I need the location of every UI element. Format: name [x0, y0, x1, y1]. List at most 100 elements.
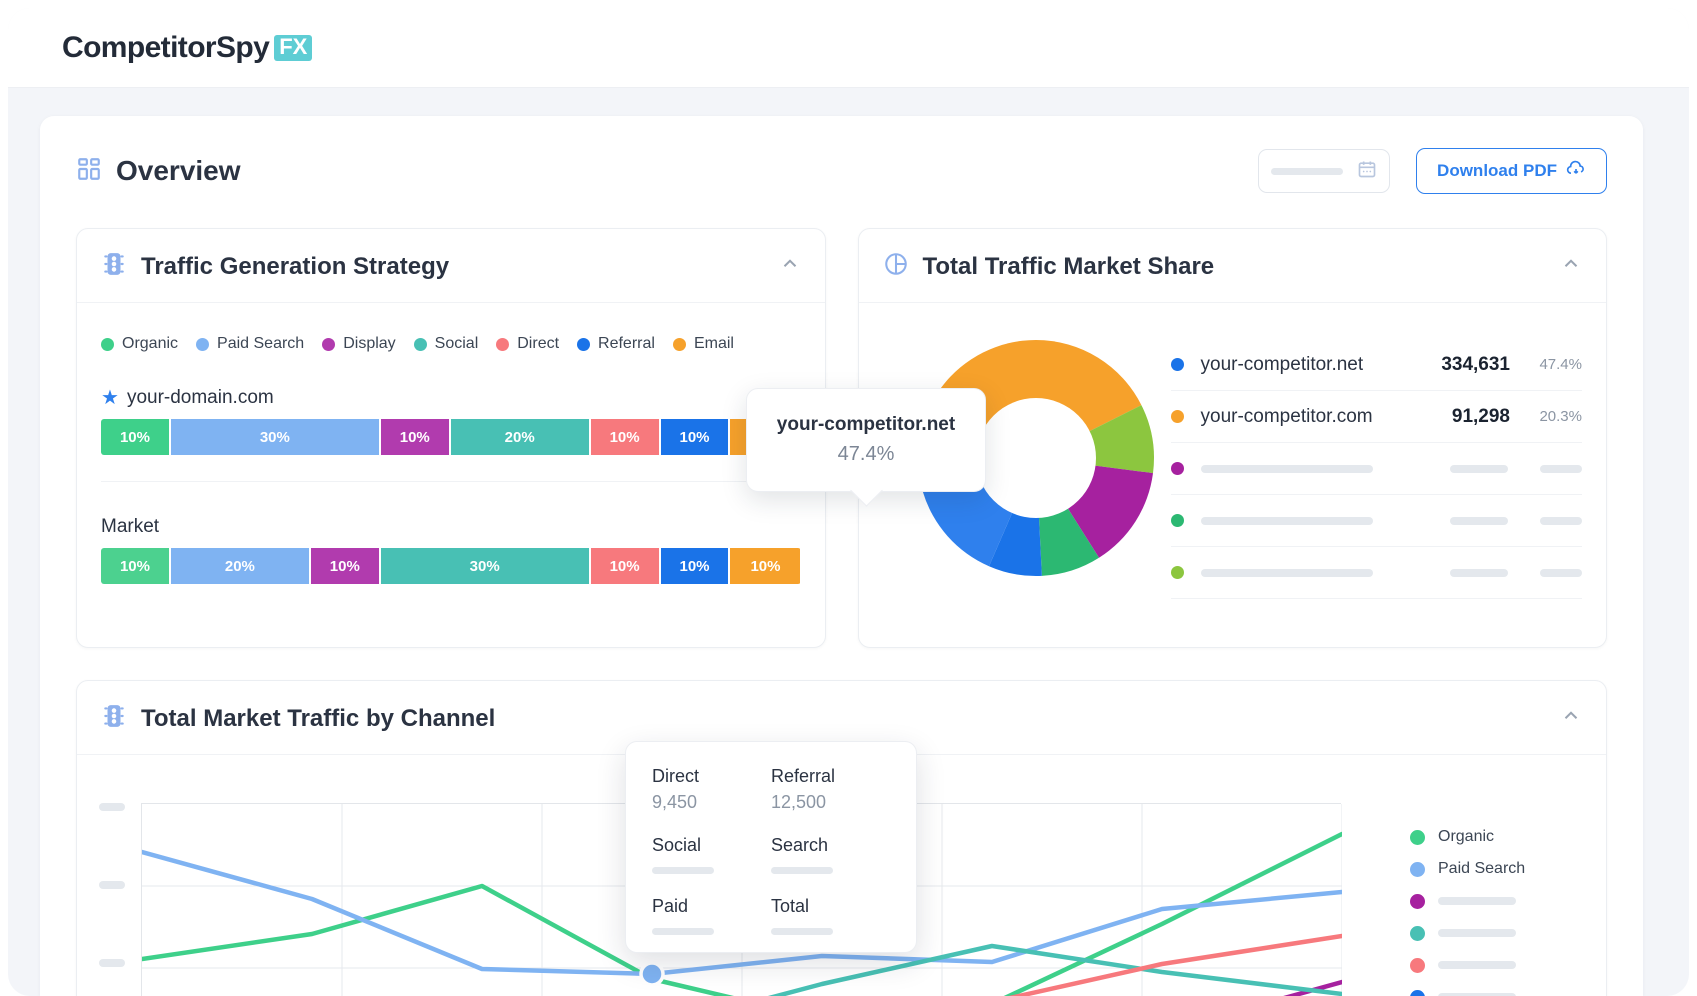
legend-dot: [322, 337, 336, 351]
chevron-up-icon[interactable]: [1560, 704, 1582, 731]
series-dot: [1170, 410, 1184, 423]
market-share-row-loading: [1170, 547, 1582, 599]
tooltip-cell: Direct 9,450: [652, 766, 771, 813]
donut-tooltip-percent: 47.4%: [837, 443, 895, 465]
value-placeholder: [1450, 568, 1508, 577]
legend-dot: [1410, 861, 1425, 877]
bar-segment[interactable]: 10%: [660, 419, 731, 455]
legend-item[interactable]: Organic: [1410, 821, 1578, 853]
market-share-title: Total Traffic Market Share: [922, 252, 1215, 280]
strategy-bars: ★ your-domain.com 10% 30% 10% 20% 10% 10…: [77, 387, 825, 584]
legend-item[interactable]: Referral: [577, 335, 655, 353]
divider: [101, 481, 801, 482]
tooltip-value-placeholder: [771, 867, 833, 874]
channel-chart-body: Organic Paid Search: [77, 741, 1606, 996]
series-dot: [1170, 566, 1184, 579]
date-range-picker[interactable]: [1258, 149, 1391, 193]
page-title: Overview: [116, 155, 241, 186]
channel-chart-legend: Organic Paid Search: [1410, 821, 1578, 996]
series-dot: [1170, 358, 1184, 371]
legend-dot: [101, 337, 114, 351]
traffic-light-icon: [101, 703, 127, 734]
channel-chart-title: Total Market Traffic by Channel: [141, 704, 496, 732]
legend-dot: [1410, 989, 1425, 996]
bar-segment[interactable]: 10%: [101, 548, 171, 584]
cloud-download-icon: [1566, 159, 1586, 184]
bar-segment[interactable]: 10%: [660, 548, 731, 584]
bar-segment[interactable]: 10%: [590, 419, 661, 455]
download-pdf-label: Download PDF: [1437, 161, 1557, 180]
legend-label: Social: [434, 335, 479, 352]
hovered-data-point: [639, 961, 665, 987]
chevron-up-icon[interactable]: [1560, 252, 1582, 279]
legend-item[interactable]: Paid Search: [1410, 853, 1578, 885]
bar-segment[interactable]: 30%: [170, 419, 381, 455]
bar-segment[interactable]: 10%: [730, 548, 801, 584]
traffic-light-icon: [101, 251, 127, 282]
legend-item[interactable]: Direct: [496, 335, 559, 353]
bar-row-label-group: ★ your-domain.com: [101, 387, 801, 409]
line-series-social: [767, 943, 1342, 996]
bar-segment[interactable]: 10%: [101, 419, 171, 455]
page-panel: Overview Downlo: [40, 116, 1643, 996]
legend-dot: [1410, 829, 1425, 845]
bar-segment[interactable]: 20%: [170, 548, 311, 584]
traffic-strategy-title: Traffic Generation Strategy: [141, 252, 450, 280]
legend-label-placeholder: [1438, 993, 1516, 996]
page-header: Overview Downlo: [40, 116, 1643, 194]
tooltip-cell: Referral 12,500: [771, 766, 890, 813]
percent-placeholder: [1540, 568, 1582, 577]
legend-item-loading: [1410, 917, 1578, 949]
tooltip-value-placeholder: [652, 928, 714, 935]
header-actions: Download PDF: [1258, 148, 1607, 194]
name-placeholder: [1200, 464, 1373, 473]
tooltip-value: 12,500: [771, 792, 827, 812]
bar-row-label-group: Market: [101, 516, 801, 538]
legend-item[interactable]: Social: [413, 335, 479, 353]
series-dot: [1170, 462, 1184, 475]
download-pdf-button[interactable]: Download PDF: [1416, 148, 1607, 194]
legend-label: Organic: [1438, 828, 1495, 845]
tooltip-key: Total: [771, 896, 810, 916]
legend-item-loading: [1410, 949, 1578, 981]
tooltip-key: Search: [771, 835, 829, 855]
legend-item[interactable]: Paid Search: [196, 335, 304, 353]
legend-dot: [1410, 957, 1425, 973]
legend-label: Paid Search: [217, 335, 305, 352]
market-share-list: your-competitor.net 334,631 47.4% your-c…: [1170, 333, 1582, 599]
chevron-up-icon[interactable]: [779, 252, 801, 279]
market-share-row[interactable]: your-competitor.net 334,631 47.4%: [1170, 339, 1582, 391]
tooltip-cell: Social: [652, 835, 771, 874]
legend-label: Organic: [122, 335, 179, 352]
stacked-bar: 10% 30% 10% 20% 10% 10% 10%: [101, 419, 801, 455]
star-icon: ★: [101, 387, 119, 409]
tooltip-value-placeholder: [771, 928, 833, 935]
legend-item[interactable]: Organic: [101, 335, 178, 353]
bar-segment[interactable]: 20%: [450, 419, 591, 455]
y-axis-labels: [99, 803, 125, 996]
app-window: CompetitorSpy FX Overview: [8, 8, 1689, 996]
brand-logo[interactable]: CompetitorSpy FX: [62, 30, 313, 65]
legend-item[interactable]: Email: [672, 335, 734, 353]
y-tick-placeholder: [99, 881, 125, 889]
legend-label: Display: [343, 335, 396, 352]
stacked-bar: 10% 20% 10% 30% 10% 10% 10%: [101, 548, 801, 584]
bar-segment[interactable]: 10%: [310, 548, 381, 584]
pie-chart-icon: [883, 251, 909, 282]
tooltip-value: 9,450: [652, 792, 698, 812]
market-share-row[interactable]: your-competitor.com 91,298 20.3%: [1170, 391, 1582, 443]
legend-label: Email: [693, 335, 734, 352]
legend-dot: [496, 337, 510, 351]
channel-chart-card: Total Market Traffic by Channel: [76, 680, 1607, 996]
legend-dot: [413, 337, 427, 351]
legend-label-placeholder: [1438, 961, 1516, 969]
bar-segment[interactable]: 30%: [380, 548, 591, 584]
bar-segment[interactable]: 10%: [380, 419, 451, 455]
line-series-organic: [142, 831, 1342, 996]
brand-name: CompetitorSpy: [62, 30, 270, 64]
bar-segment[interactable]: 10%: [590, 548, 661, 584]
legend-dot: [672, 337, 686, 351]
legend-dot: [1410, 925, 1425, 941]
legend-item[interactable]: Display: [322, 335, 396, 353]
legend-dot: [577, 337, 591, 351]
